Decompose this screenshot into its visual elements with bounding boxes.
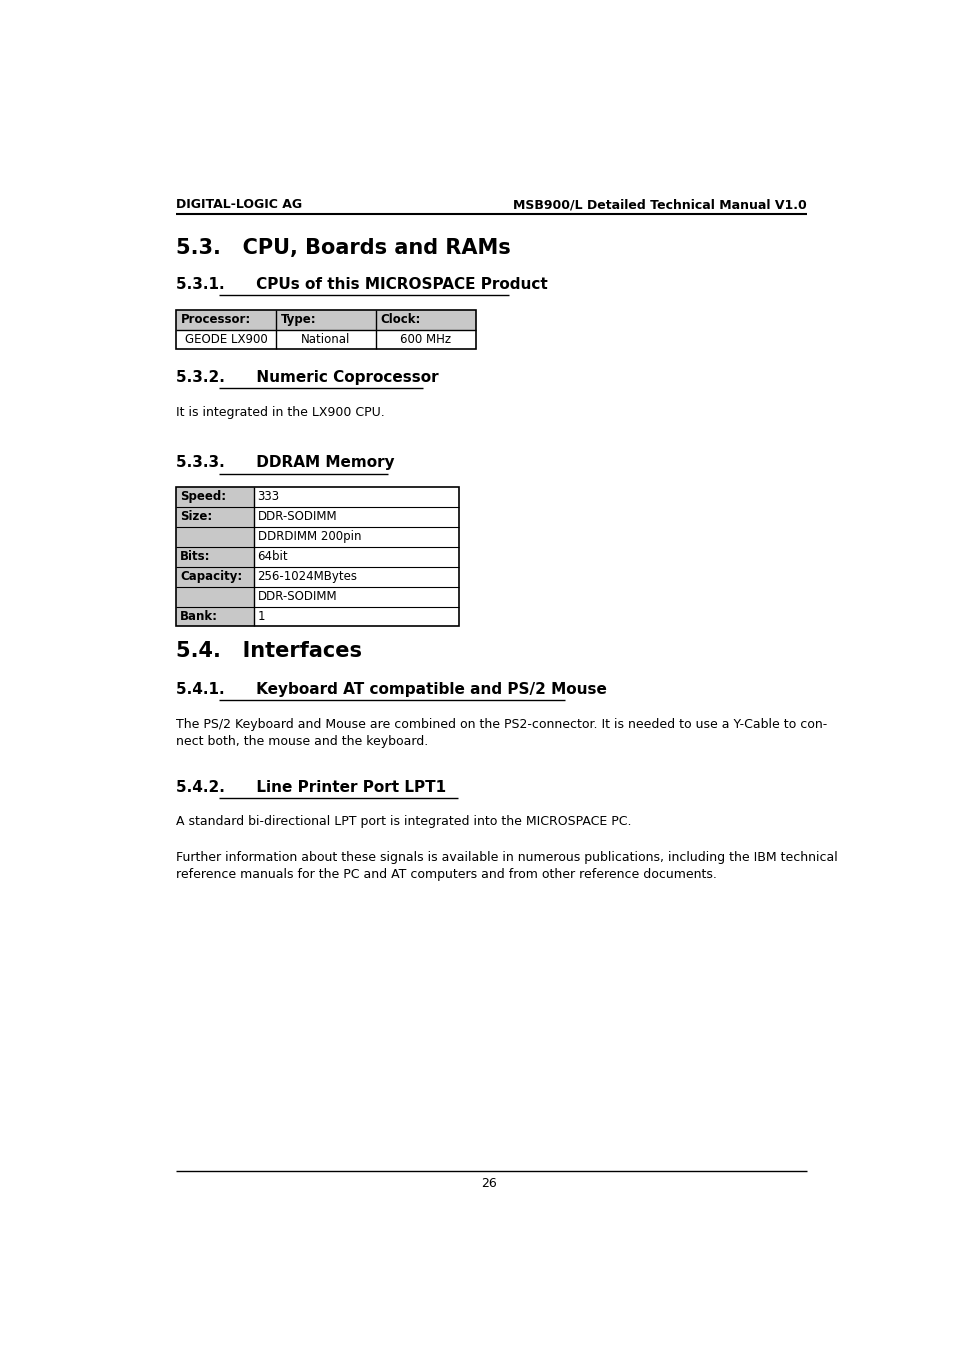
Text: 256-1024MBytes: 256-1024MBytes bbox=[257, 570, 357, 582]
Text: 600 MHz: 600 MHz bbox=[399, 332, 451, 346]
Text: Bank:: Bank: bbox=[180, 609, 217, 623]
Bar bbox=[176, 586, 253, 607]
Text: 26: 26 bbox=[480, 1178, 497, 1190]
Text: Clock:: Clock: bbox=[380, 313, 420, 326]
Bar bbox=[253, 586, 459, 607]
Bar bbox=[275, 309, 375, 330]
Bar bbox=[176, 309, 275, 330]
Bar bbox=[176, 309, 476, 350]
Bar bbox=[375, 309, 476, 330]
Text: nect both, the mouse and the keyboard.: nect both, the mouse and the keyboard. bbox=[176, 735, 428, 748]
Text: DIGITAL-LOGIC AG: DIGITAL-LOGIC AG bbox=[176, 199, 302, 211]
Text: DDRDIMM 200pin: DDRDIMM 200pin bbox=[257, 530, 360, 543]
Bar bbox=[176, 607, 253, 627]
Bar bbox=[176, 330, 275, 350]
Bar bbox=[176, 566, 253, 586]
Text: MSB900/L Detailed Technical Manual V1.0: MSB900/L Detailed Technical Manual V1.0 bbox=[513, 199, 806, 211]
Bar bbox=[253, 607, 459, 627]
Text: DDR-SODIMM: DDR-SODIMM bbox=[257, 589, 336, 603]
Text: National: National bbox=[301, 332, 350, 346]
Text: 333: 333 bbox=[257, 490, 279, 503]
Bar bbox=[176, 507, 253, 527]
Text: DDR-SODIMM: DDR-SODIMM bbox=[257, 509, 336, 523]
Bar bbox=[176, 486, 253, 507]
Text: The PS/2 Keyboard and Mouse are combined on the PS2-connector. It is needed to u: The PS/2 Keyboard and Mouse are combined… bbox=[176, 717, 826, 731]
Bar bbox=[176, 527, 253, 547]
Text: 5.4.   Interfaces: 5.4. Interfaces bbox=[176, 640, 362, 661]
Bar bbox=[253, 507, 459, 527]
Text: reference manuals for the PC and AT computers and from other reference documents: reference manuals for the PC and AT comp… bbox=[176, 867, 717, 881]
Bar bbox=[253, 566, 459, 586]
Text: Further information about these signals is available in numerous publications, i: Further information about these signals … bbox=[176, 851, 837, 863]
Text: 5.3.   CPU, Boards and RAMs: 5.3. CPU, Boards and RAMs bbox=[176, 238, 511, 258]
Text: 64bit: 64bit bbox=[257, 550, 288, 563]
Text: Type:: Type: bbox=[280, 313, 315, 326]
Text: GEODE LX900: GEODE LX900 bbox=[185, 332, 267, 346]
Text: 1: 1 bbox=[257, 609, 265, 623]
Bar bbox=[176, 486, 459, 627]
Text: Capacity:: Capacity: bbox=[180, 570, 242, 582]
Bar bbox=[253, 547, 459, 566]
Bar bbox=[375, 330, 476, 350]
Text: 5.4.2.      Line Printer Port LPT1: 5.4.2. Line Printer Port LPT1 bbox=[176, 780, 446, 794]
Text: 5.4.1.      Keyboard AT compatible and PS/2 Mouse: 5.4.1. Keyboard AT compatible and PS/2 M… bbox=[176, 682, 606, 697]
Text: 5.3.3.      DDRAM Memory: 5.3.3. DDRAM Memory bbox=[176, 455, 395, 470]
Bar bbox=[253, 486, 459, 507]
Bar bbox=[275, 330, 375, 350]
Text: A standard bi-directional LPT port is integrated into the MICROSPACE PC.: A standard bi-directional LPT port is in… bbox=[176, 816, 631, 828]
Text: 5.3.1.      CPUs of this MICROSPACE Product: 5.3.1. CPUs of this MICROSPACE Product bbox=[176, 277, 547, 292]
Text: 5.3.2.      Numeric Coprocessor: 5.3.2. Numeric Coprocessor bbox=[176, 370, 438, 385]
Text: Size:: Size: bbox=[180, 509, 212, 523]
Bar bbox=[176, 547, 253, 566]
Bar bbox=[253, 527, 459, 547]
Text: Bits:: Bits: bbox=[180, 550, 211, 563]
Text: Processor:: Processor: bbox=[180, 313, 251, 326]
Text: It is integrated in the LX900 CPU.: It is integrated in the LX900 CPU. bbox=[176, 405, 384, 419]
Text: Speed:: Speed: bbox=[180, 490, 226, 503]
